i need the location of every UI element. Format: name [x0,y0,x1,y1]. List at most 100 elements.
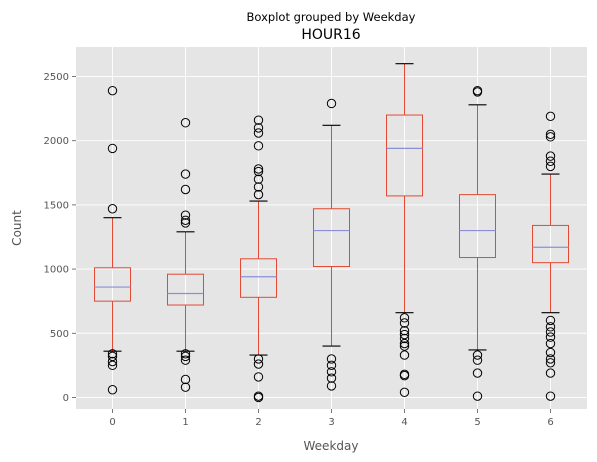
outlier-point [545,315,556,326]
outlier-point [399,350,410,360]
x-axis-ticks: 0 1 2 3 4 5 6 [109,409,554,428]
outlier-point [253,115,264,125]
iqr-box [459,194,496,259]
outlier-point [180,215,191,225]
outlier-point [326,354,337,364]
x-tick-label: 1 [182,417,188,428]
outlier-point [545,327,556,337]
y-axis-ticks: 0 500 1000 1500 2000 2500 [44,72,76,404]
y-tick-label: 1000 [44,265,69,276]
y-tick-label: 1500 [44,200,69,211]
outlier-point [472,355,483,365]
outlier-point [545,347,556,358]
outlier-point [107,204,118,214]
x-tick-label: 3 [328,417,334,428]
outlier-point [545,322,556,332]
y-tick-label: 2500 [44,72,69,83]
outlier-point [253,372,264,382]
outlier-point [399,318,410,328]
outlier-point [180,351,191,362]
outlier-point [399,341,410,351]
outlier-point [180,349,191,359]
x-tick-label: 2 [255,417,261,428]
outlier-point [326,367,337,377]
chart-title: HOUR16 [301,27,360,43]
box-1 [167,118,204,392]
outlier-point [107,356,118,367]
outlier-point [253,359,264,369]
x-tick-label: 0 [109,417,115,428]
x-tick-label: 6 [547,417,553,428]
y-tick-label: 500 [50,329,69,340]
outlier-point [253,189,264,200]
outlier-point [545,111,556,122]
outlier-point [253,354,264,364]
outlier-point [399,333,410,344]
outlier-point [472,368,483,378]
outlier-point [326,360,337,371]
chart-suptitle: Boxplot grouped by Weekday [247,10,416,24]
outlier-point [399,387,410,398]
box-2 [240,115,277,403]
outlier-point [545,358,556,368]
box-5 [459,85,496,401]
outlier-point [472,87,483,97]
iqr-box [532,224,569,264]
y-tick-label: 0 [63,393,69,404]
outlier-point [180,382,191,392]
iqr-box [167,273,204,306]
outlier-point [545,368,556,378]
outlier-point [399,338,410,349]
outlier-point [107,385,118,395]
outlier-point [107,349,118,359]
x-tick-label: 5 [474,417,480,428]
iqr-box [240,258,277,298]
outlier-point [545,129,556,139]
outlier-point [107,360,118,371]
outlier-point [472,350,483,360]
outlier-point [399,329,410,340]
outlier-point [545,132,556,142]
box-4 [386,63,423,398]
outlier-point [180,169,191,179]
outlier-point [326,381,337,391]
outlier-point [253,182,264,192]
outlier-point [253,128,264,138]
outlier-point [253,166,264,177]
outlier-point [472,391,483,401]
outlier-point [326,373,337,383]
y-axis-label: Count [10,210,24,246]
outlier-point [545,156,556,166]
outlier-point [180,218,191,228]
outlier-point [180,374,191,385]
outlier-point [253,164,264,174]
outlier-point [253,392,264,403]
outlier-point [253,174,264,184]
outlier-point [545,151,556,161]
outlier-point [545,338,556,349]
x-axis-label: Weekday [304,439,359,453]
outlier-point [180,184,191,195]
box-0 [94,85,131,395]
outlier-point [180,210,191,220]
outlier-point [399,370,410,381]
iqr-box [94,267,131,302]
box-3 [313,98,350,391]
outlier-point [253,123,264,133]
outlier-point [253,141,264,151]
box-6 [532,111,569,401]
outlier-point [107,143,118,154]
outlier-point [545,354,556,364]
outlier-point [545,161,556,172]
iqr-box [313,208,350,268]
outlier-point [399,313,410,323]
outlier-point [326,98,337,109]
outlier-point [545,332,556,342]
outlier-point [107,85,118,96]
outlier-point [180,355,191,365]
outlier-point [180,118,191,128]
outlier-point [545,391,556,401]
outlier-point [399,325,410,336]
box-group [94,63,569,403]
